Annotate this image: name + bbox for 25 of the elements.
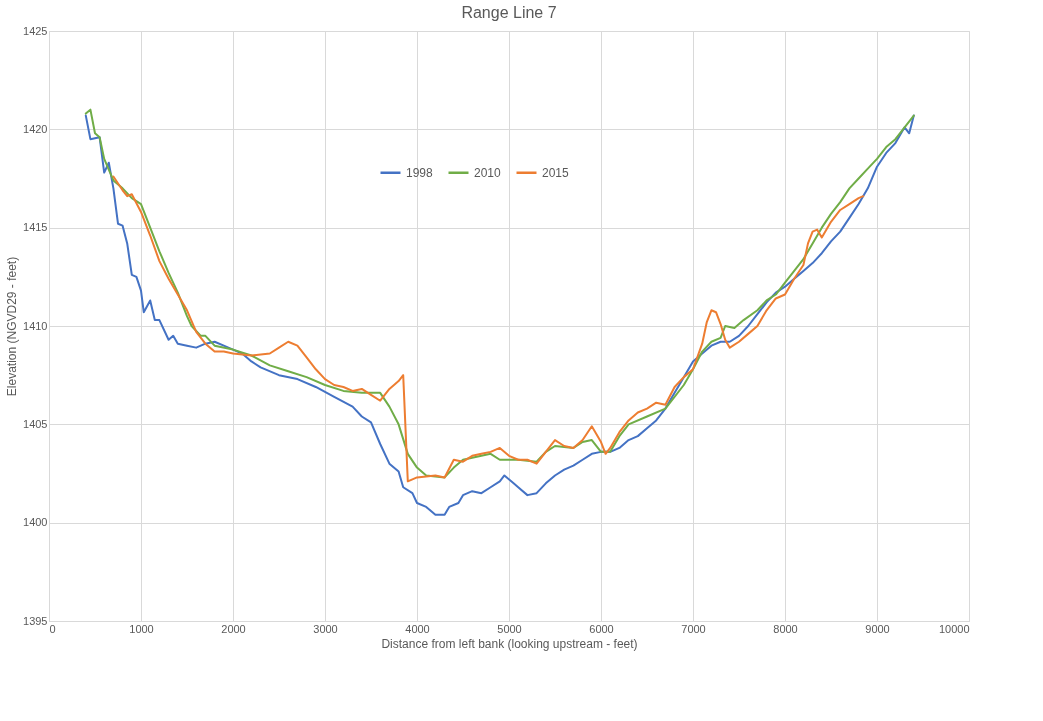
x-tick-label: 3000 [313, 622, 338, 635]
x-tick-label: 10000 [938, 622, 970, 635]
line-series [112, 175, 865, 483]
y-tick-label: 1395 [23, 614, 48, 627]
x-tick-label: 9000 [865, 622, 890, 635]
y-tick-label: 1410 [23, 319, 48, 332]
y-tick-label: 1415 [23, 221, 48, 234]
x-tick-label: 5000 [497, 622, 522, 635]
y-tick-label: 1405 [23, 417, 48, 430]
y-tick-label: 1420 [23, 122, 48, 135]
chart-title: Range Line 7 [461, 4, 557, 21]
legend-label: 2010 [474, 165, 502, 180]
y-tick-label: 1400 [23, 516, 48, 529]
y-tick-label: 1425 [23, 24, 48, 37]
x-axis-title: Distance from left bank (looking upstream - feet) [381, 636, 638, 651]
x-tick-label: 4000 [405, 622, 430, 635]
legend-label: 1998 [406, 165, 434, 180]
y-axis-title: Elevation (NGVD29 - feet) [5, 256, 20, 397]
x-tick-label: 0 [49, 622, 56, 635]
x-tick-label: 6000 [589, 622, 614, 635]
legend-label: 2015 [542, 165, 570, 180]
x-tick-label: 2000 [221, 622, 246, 635]
x-tick-label: 7000 [681, 622, 706, 635]
x-tick-label: 8000 [773, 622, 798, 635]
x-tick-label: 1000 [129, 622, 154, 635]
